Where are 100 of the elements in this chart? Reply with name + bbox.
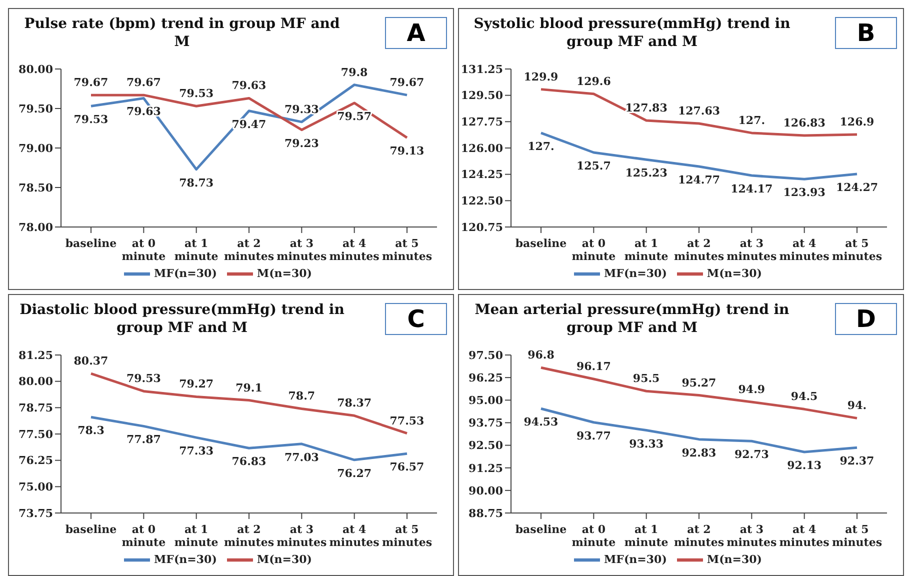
- data-label: 79.8: [340, 66, 368, 79]
- chart-title: Mean arterial pressure(mmHg) trend in group MF and M: [474, 301, 790, 337]
- data-label: 93.33: [629, 437, 664, 450]
- data-label: 96.8: [528, 348, 555, 362]
- data-label: 79.23: [284, 136, 319, 150]
- y-tick-label: 93.75: [468, 416, 503, 430]
- x-tick-label: at 1 minute: [174, 237, 218, 263]
- x-tick-label: at 0 minute: [572, 523, 616, 549]
- data-label: 78.37: [337, 396, 372, 410]
- data-label: 79.67: [390, 76, 424, 90]
- text: A: [385, 17, 447, 49]
- legend-label: M(n=30): [256, 266, 312, 280]
- y-tick-label: 78.75: [18, 402, 53, 415]
- y-tick-label: 95.00: [468, 394, 504, 408]
- data-label: 123.93: [783, 186, 826, 200]
- data-label: 92.73: [734, 448, 769, 462]
- x-tick-label: at 4 minutes: [329, 523, 380, 549]
- data-label: 79.63: [232, 79, 266, 92]
- data-label: 124.27: [836, 181, 878, 194]
- y-tick-label: 124.25: [460, 168, 503, 182]
- data-label: 127.83: [625, 101, 668, 114]
- data-label: 94.53: [524, 416, 558, 429]
- data-label: 94.9: [738, 382, 766, 396]
- y-tick-label: 126.00: [460, 142, 504, 155]
- y-tick-label: 75.00: [18, 480, 54, 494]
- x-tick-label: at 3 minutes: [276, 237, 327, 263]
- y-tick-label: 80.00: [18, 62, 54, 76]
- data-label: 76.57: [390, 460, 424, 474]
- x-tick-label: at 3 minutes: [726, 237, 777, 263]
- y-tick-label: 92.50: [468, 439, 504, 452]
- x-tick-label: at 4 minutes: [779, 523, 830, 549]
- data-label: 94.: [847, 399, 867, 412]
- legend-label: M(n=30): [256, 552, 312, 566]
- data-label: 92.83: [682, 446, 716, 460]
- data-label: 126.9: [840, 115, 874, 128]
- data-label: 126.83: [783, 116, 826, 130]
- y-tick-label: 73.75: [18, 506, 53, 520]
- y-tick-label: 96.25: [468, 371, 503, 384]
- data-label: 129.6: [576, 74, 612, 88]
- data-label: 129.9: [524, 70, 558, 84]
- data-label: 77.03: [284, 450, 319, 464]
- x-tick-label: at 3 minutes: [726, 523, 777, 549]
- y-tick-label: 77.50: [18, 428, 54, 441]
- x-tick-label: at 5 minutes: [832, 523, 882, 549]
- data-label: 94.5: [790, 390, 818, 404]
- x-tick-label: at 4 minutes: [329, 237, 380, 263]
- text: C: [385, 303, 447, 335]
- data-label: 78.3: [78, 424, 104, 438]
- data-label: 77.33: [179, 444, 214, 458]
- data-label: 79.53: [179, 87, 214, 100]
- data-label: 127.: [528, 140, 554, 153]
- legend-label: MF(n=30): [604, 552, 667, 566]
- data-label: 78.7: [288, 390, 316, 403]
- y-tick-label: 122.50: [460, 194, 504, 208]
- chart-title: Systolic blood pressure(mmHg) trend in group MF and M: [472, 15, 792, 51]
- data-label: 92.13: [787, 458, 822, 472]
- x-tick-label: baseline: [65, 237, 117, 250]
- y-tick-label: 78.00: [18, 220, 54, 234]
- x-tick-label: at 0 minute: [572, 237, 616, 263]
- data-label: 76.27: [337, 466, 372, 480]
- data-label: 79.67: [74, 76, 108, 90]
- chart-title: Diastolic blood pressure(mmHg) trend in group MF and M: [18, 301, 346, 337]
- legend-label: M(n=30): [706, 266, 762, 280]
- data-label: 125.7: [576, 160, 611, 173]
- y-tick-label: 79.00: [18, 142, 54, 155]
- data-label: 76.83: [232, 455, 266, 468]
- chart-title: Pulse rate (bpm) trend in group MF and M: [23, 15, 341, 51]
- x-tick-label: at 5 minutes: [382, 237, 432, 263]
- y-tick-label: 127.75: [460, 116, 503, 129]
- text: B: [835, 17, 897, 49]
- data-label: 79.53: [74, 113, 108, 126]
- x-tick-label: at 5 minutes: [832, 237, 882, 263]
- y-tick-label: 78.50: [18, 181, 54, 194]
- y-tick-label: 131.25: [460, 62, 503, 76]
- data-label: 92.37: [840, 454, 874, 468]
- legend-label: MF(n=30): [154, 266, 217, 280]
- x-tick-label: baseline: [65, 523, 117, 536]
- x-tick-label: at 0 minute: [122, 523, 166, 549]
- data-label: 95.5: [632, 372, 660, 386]
- data-label: 79.33: [284, 102, 319, 116]
- x-tick-label: at 1 minute: [174, 523, 218, 549]
- x-tick-label: at 2 minutes: [674, 237, 724, 263]
- data-label: 125.23: [625, 166, 668, 180]
- x-tick-label: at 2 minutes: [674, 523, 724, 549]
- y-tick-label: 129.50: [460, 89, 504, 102]
- data-label: 95.27: [682, 376, 716, 390]
- data-label: 79.27: [179, 378, 214, 391]
- x-tick-label: at 1 minute: [624, 237, 668, 263]
- data-label: 80.37: [74, 354, 108, 368]
- y-tick-label: 88.75: [468, 506, 503, 520]
- data-label: 127.63: [678, 104, 720, 118]
- y-tick-label: 90.00: [468, 484, 504, 498]
- legend-label: M(n=30): [706, 552, 762, 566]
- x-tick-label: at 5 minutes: [382, 523, 432, 549]
- y-tick-label: 81.25: [18, 348, 53, 362]
- data-label: 79.57: [337, 110, 372, 123]
- data-label: 79.1: [236, 381, 262, 394]
- data-label: 77.53: [390, 414, 424, 428]
- x-tick-label: baseline: [515, 523, 567, 536]
- y-tick-label: 79.50: [18, 102, 54, 116]
